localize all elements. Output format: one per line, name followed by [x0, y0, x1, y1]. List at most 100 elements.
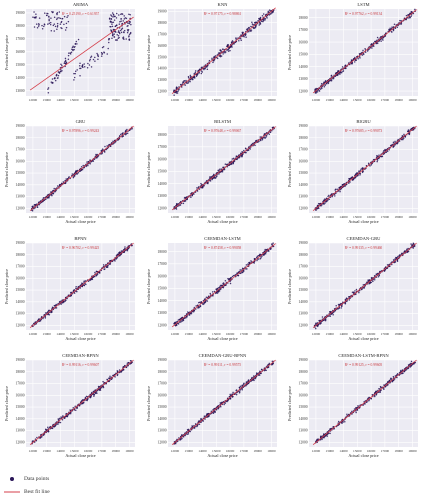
data-point	[351, 62, 353, 65]
data-point	[100, 149, 103, 152]
data-point	[247, 382, 250, 385]
data-points	[32, 11, 132, 94]
x-tick-label: 15000	[70, 332, 79, 336]
data-point	[342, 301, 344, 303]
x-tick-label: 18000	[394, 98, 403, 102]
data-point	[56, 26, 59, 28]
x-tick-label: 12000	[312, 449, 321, 453]
x-tick-label: 15000	[212, 215, 221, 219]
data-point	[43, 25, 45, 28]
y-axis-label: Predicted close price	[4, 35, 9, 70]
data-point	[73, 76, 76, 79]
data-point	[339, 190, 341, 193]
data-point	[227, 50, 230, 52]
data-point	[245, 384, 247, 387]
data-point	[39, 437, 42, 439]
data-point	[50, 81, 53, 83]
data-point	[340, 305, 343, 307]
data-point	[182, 435, 185, 438]
data-point	[175, 87, 178, 89]
data-point	[111, 21, 113, 24]
data-point	[90, 55, 93, 57]
y-axis-label: Predicted close price	[287, 386, 292, 421]
x-tick-label: 17000	[381, 98, 390, 102]
y-tick-label: 15000	[158, 55, 167, 59]
data-point	[238, 39, 240, 42]
data-point	[93, 395, 95, 397]
data-point	[194, 70, 197, 72]
data-point	[55, 307, 58, 309]
data-point	[224, 52, 226, 54]
data-point	[409, 16, 411, 19]
data-point	[100, 387, 103, 389]
data-point	[114, 15, 116, 18]
data-point	[348, 182, 350, 184]
data-point	[51, 306, 54, 309]
data-point	[232, 391, 234, 394]
data-point	[116, 34, 118, 36]
data-point	[49, 425, 52, 428]
data-point	[82, 402, 84, 405]
data-point	[98, 388, 100, 391]
data-point	[182, 81, 184, 83]
data-point	[247, 28, 249, 30]
data-point	[378, 391, 380, 393]
data-point	[241, 384, 244, 387]
x-tick-label: 12000	[171, 215, 180, 219]
data-point	[264, 17, 266, 20]
data-point	[323, 436, 325, 439]
data-point	[373, 274, 376, 277]
x-tick-label: 14000	[339, 449, 348, 453]
x-tick-label: 17000	[240, 98, 249, 102]
data-point	[115, 12, 118, 15]
data-point	[75, 285, 77, 288]
data-point	[47, 426, 49, 428]
data-point	[48, 18, 50, 20]
data-point	[83, 284, 85, 286]
data-point	[235, 37, 237, 40]
data-point	[347, 62, 350, 64]
data-point	[264, 137, 266, 139]
data-point	[355, 411, 357, 414]
data-point	[122, 20, 124, 22]
x-tick-label: 14000	[339, 98, 348, 102]
data-point	[72, 49, 74, 52]
data-point	[44, 312, 47, 314]
data-point	[324, 198, 326, 200]
data-point	[186, 82, 188, 84]
data-point	[200, 418, 202, 421]
data-point	[89, 58, 91, 61]
data-point	[321, 204, 323, 206]
x-tick-label: 15000	[70, 449, 79, 453]
data-point	[375, 273, 378, 276]
data-point	[130, 23, 132, 26]
data-point	[242, 35, 245, 37]
data-point	[201, 66, 203, 68]
plot-area	[26, 9, 135, 96]
data-point	[126, 31, 129, 34]
data-point	[217, 290, 220, 292]
x-tick-label: 15000	[70, 98, 79, 102]
x-axis-label: Actual close price	[65, 453, 95, 458]
data-point	[368, 396, 370, 399]
data-point	[240, 34, 242, 36]
data-point	[370, 276, 373, 279]
data-point	[64, 59, 67, 62]
data-point	[56, 24, 59, 27]
data-point	[88, 60, 91, 62]
data-point	[119, 20, 121, 23]
x-tick-label: 12000	[171, 98, 180, 102]
data-point	[124, 246, 126, 248]
data-point	[412, 243, 414, 246]
data-point	[176, 203, 178, 205]
data-point	[211, 291, 214, 293]
y-tick-label: 17000	[16, 37, 25, 41]
y-tick-label: 16000	[16, 50, 25, 54]
data-point	[316, 91, 319, 93]
data-point	[56, 17, 59, 19]
data-point	[190, 196, 192, 198]
data-point	[75, 40, 78, 43]
data-point	[43, 23, 46, 25]
data-point	[97, 58, 99, 60]
scatter-panel: 12000 13000 14000 15000 16000 17000 18000 19000…	[4, 236, 135, 341]
